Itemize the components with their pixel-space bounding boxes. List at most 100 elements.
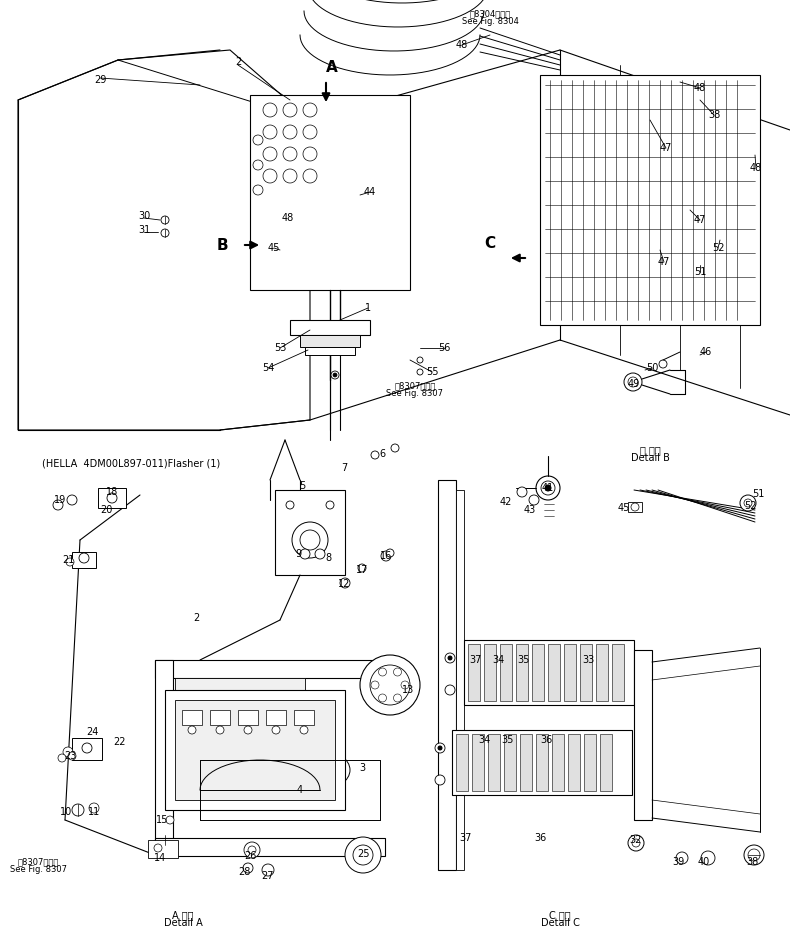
Bar [250,95,410,290]
Circle shape [448,656,452,660]
Bar [456,734,468,791]
Circle shape [393,668,401,676]
Circle shape [529,495,539,505]
Circle shape [517,487,527,497]
Text: 34: 34 [478,735,490,745]
Bar [238,710,258,725]
Circle shape [263,103,277,117]
Circle shape [63,747,73,757]
Text: 18: 18 [106,487,118,497]
Circle shape [107,493,117,503]
Circle shape [740,495,756,511]
Circle shape [300,530,320,550]
Circle shape [358,564,366,572]
Bar [456,490,464,870]
Text: 43: 43 [524,505,536,515]
Circle shape [82,743,92,753]
Bar [472,734,484,791]
Circle shape [283,125,297,139]
Circle shape [263,125,277,139]
Text: 30: 30 [138,211,150,221]
Text: 42: 42 [500,497,512,507]
Circle shape [435,743,445,753]
Bar [210,710,230,725]
Bar [628,502,642,512]
Circle shape [262,864,274,876]
Bar [500,644,512,701]
Text: See Fig. 8307: See Fig. 8307 [9,866,66,874]
Text: 48: 48 [456,40,468,50]
Text: B: B [216,238,228,253]
Circle shape [216,726,224,734]
Text: 49: 49 [628,379,640,389]
Text: 15: 15 [156,815,168,825]
Circle shape [628,377,638,387]
Circle shape [283,169,297,183]
Text: 8: 8 [325,553,331,563]
Bar [536,734,548,791]
Circle shape [300,726,308,734]
Text: A 詳細: A 詳細 [172,910,194,920]
Circle shape [744,499,752,507]
Text: 51: 51 [752,489,764,499]
Text: 55: 55 [426,367,438,377]
Bar [484,644,496,701]
Text: 2: 2 [193,613,199,623]
Text: 13: 13 [402,685,414,695]
Text: (HELLA  4DM00L897-011)Flasher (1): (HELLA 4DM00L897-011)Flasher (1) [42,459,220,469]
Circle shape [58,754,66,762]
Polygon shape [18,50,310,430]
Bar [452,730,632,795]
Text: 5: 5 [299,481,305,491]
Text: 25: 25 [358,849,371,859]
Bar [634,650,652,820]
Text: See Fig. 8304: See Fig. 8304 [461,18,518,26]
Circle shape [53,500,63,510]
Bar [98,488,126,508]
Text: 52: 52 [712,243,724,253]
Text: 40: 40 [698,857,710,867]
Text: 47: 47 [694,215,706,225]
Circle shape [378,694,386,702]
Text: 37: 37 [460,833,472,843]
Bar [612,644,624,701]
Bar [182,710,202,725]
Circle shape [345,837,381,873]
Circle shape [253,160,263,170]
Text: 38: 38 [746,857,758,867]
Text: 46: 46 [700,347,712,357]
Circle shape [701,851,715,865]
Circle shape [303,103,317,117]
Circle shape [243,863,253,873]
Text: 6: 6 [379,449,385,459]
Circle shape [632,839,640,847]
Text: 23: 23 [64,751,76,761]
Bar [266,710,286,725]
Circle shape [326,501,334,509]
Bar [568,734,580,791]
Text: 53: 53 [274,343,286,353]
Text: 11: 11 [88,807,100,817]
Bar [584,734,596,791]
Circle shape [381,551,391,561]
Circle shape [624,373,642,391]
Bar [468,644,480,701]
Text: 9: 9 [295,549,301,559]
Bar [72,552,96,568]
Bar [516,644,528,701]
Circle shape [253,135,263,145]
Text: 10: 10 [60,807,72,817]
Circle shape [286,501,294,509]
Circle shape [659,360,667,368]
Bar [548,644,560,701]
Circle shape [545,485,551,491]
Text: 2: 2 [235,57,241,67]
Circle shape [417,369,423,375]
Bar [532,644,544,701]
Bar [580,644,592,701]
Text: 3: 3 [359,763,365,773]
Circle shape [68,752,76,760]
Text: 自 詳細: 自 詳細 [640,445,660,455]
Circle shape [676,852,688,864]
Circle shape [445,653,455,663]
